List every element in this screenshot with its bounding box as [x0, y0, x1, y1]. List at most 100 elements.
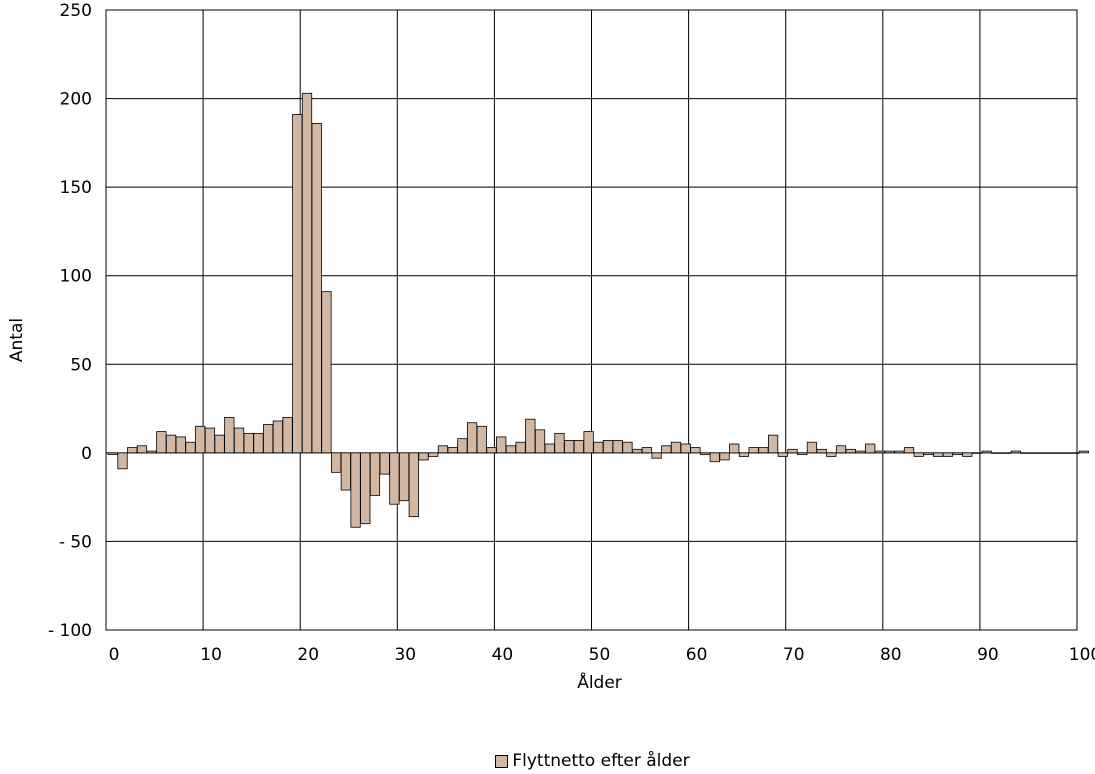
bar-age-75 [835, 445, 847, 454]
bar-age-6 [165, 434, 177, 454]
bar-age-18 [282, 417, 293, 454]
bar-age-78 [865, 443, 876, 454]
bar-age-96 [1039, 452, 1051, 454]
bar-age-93 [1010, 450, 1021, 454]
x-tick-label: 40 [492, 645, 514, 665]
bar-age-85 [933, 452, 944, 457]
x-tick-label: 30 [394, 645, 416, 665]
bar-age-98 [1059, 452, 1070, 454]
x-tick-label: 60 [686, 645, 708, 665]
y-tick-label: - 100 [48, 621, 92, 641]
bar-age-63 [719, 452, 730, 461]
bar-age-42 [515, 441, 526, 454]
bar-age-54 [632, 448, 643, 454]
bar-age-44 [534, 429, 546, 454]
bar-age-67 [758, 447, 769, 454]
x-tick-label: 10 [200, 645, 222, 665]
bar-age-11 [214, 434, 225, 454]
x-axis-ticks: 0 10 20 30 40 50 60 70 80 90 100 [109, 645, 1095, 665]
y-tick-label: 0 [81, 444, 92, 464]
x-tick-label: 50 [589, 645, 611, 665]
bar-age-39 [486, 447, 497, 454]
bar-age-35 [447, 447, 458, 454]
y-axis-ticks: 250 200 150 100 50 0 - 50 - 100 [48, 1, 92, 641]
legend: Flyttnetto efter ålder [0, 750, 1095, 774]
bar-age-0 [107, 452, 118, 456]
bar-age-94 [1020, 452, 1031, 454]
bar-age-73 [816, 448, 827, 454]
bar-age-88 [962, 452, 973, 457]
bar-age-4 [146, 450, 157, 454]
bar-age-62 [709, 452, 720, 463]
bar-age-2 [127, 447, 138, 454]
bar-age-66 [748, 447, 759, 454]
bar-age-5 [156, 431, 167, 454]
bar-age-91 [991, 452, 1002, 454]
bar-age-25 [350, 452, 361, 528]
bar-age-53 [622, 441, 633, 454]
bar-age-3 [136, 445, 148, 454]
bar-age-26 [360, 452, 371, 525]
bar-age-15 [253, 432, 264, 454]
bar-age-64 [729, 443, 740, 454]
bar-age-74 [826, 452, 837, 457]
bar-age-36 [457, 438, 468, 454]
bar-age-92 [1001, 452, 1012, 454]
bar-age-43 [525, 418, 536, 454]
bar-age-48 [573, 440, 584, 454]
bar-age-10 [204, 427, 216, 454]
bar-age-38 [476, 425, 487, 454]
bar-age-12 [224, 417, 235, 454]
y-tick-label: - 50 [59, 532, 92, 552]
bar-age-69 [777, 452, 788, 457]
y-tick-label: 200 [60, 90, 92, 110]
bar-age-40 [496, 436, 507, 454]
bar-age-32 [418, 452, 429, 461]
bar-age-23 [331, 452, 342, 473]
bar-age-55 [641, 447, 652, 454]
bar-age-49 [583, 431, 594, 454]
bar-age-77 [855, 450, 866, 454]
bar-age-95 [1030, 452, 1041, 454]
bar-age-24 [340, 452, 351, 491]
y-tick-label: 100 [60, 267, 92, 287]
bar-age-60 [690, 447, 701, 454]
bar-age-33 [428, 452, 439, 457]
bar-age-1 [117, 452, 128, 470]
bar-age-31 [408, 452, 419, 518]
bar-age-81 [894, 450, 905, 454]
bar-age-89 [971, 452, 983, 454]
y-tick-label: 250 [60, 1, 92, 21]
bar-age-68 [767, 434, 779, 454]
bar-age-19 [292, 114, 303, 454]
y-tick-label: 150 [60, 178, 92, 198]
bar-age-57 [661, 445, 672, 454]
x-tick-label: 0 [109, 645, 120, 665]
x-tick-label: 90 [977, 645, 999, 665]
bar-age-90 [981, 450, 992, 454]
x-tick-label: 100 [1069, 645, 1095, 665]
bar-age-52 [612, 440, 623, 454]
bar-age-51 [602, 440, 614, 454]
bar-age-8 [185, 441, 196, 454]
x-axis-label: Ålder [577, 671, 622, 693]
bar-age-34 [437, 445, 449, 454]
bar-age-87 [952, 452, 963, 456]
bar-age-76 [845, 448, 856, 454]
bar-age-65 [738, 452, 750, 457]
bar-age-86 [942, 452, 953, 457]
bar-age-97 [1049, 452, 1060, 454]
bar-age-58 [670, 441, 682, 454]
bar-age-13 [233, 427, 245, 454]
bar-age-59 [680, 443, 691, 454]
bar-age-50 [593, 441, 604, 454]
bar-age-7 [175, 436, 186, 454]
y-tick-label: 50 [70, 355, 92, 375]
bar-age-20 [301, 92, 313, 454]
bar-age-14 [243, 432, 254, 454]
bar-age-29 [389, 452, 400, 505]
x-tick-label: 20 [297, 645, 319, 665]
bar-age-72 [806, 441, 818, 454]
bar-age-100 [1078, 450, 1089, 454]
